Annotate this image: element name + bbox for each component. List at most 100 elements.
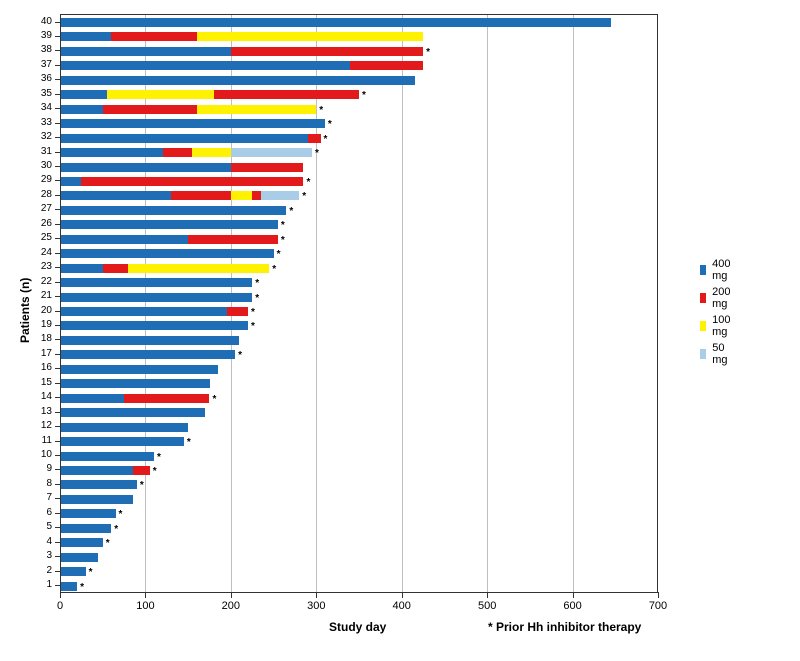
dose-segment: [60, 235, 188, 244]
asterisk-marker: *: [255, 294, 259, 304]
patient-bar: [60, 177, 303, 186]
legend-swatch: [700, 265, 706, 275]
patient-bar: [60, 134, 321, 143]
dose-segment: [60, 32, 111, 41]
y-tick-label: 9: [28, 464, 52, 474]
y-tick-mark: [55, 542, 60, 543]
legend-label: 400 mg: [712, 258, 734, 282]
asterisk-marker: *: [306, 178, 310, 188]
asterisk-marker: *: [272, 265, 276, 275]
asterisk-marker: *: [119, 510, 123, 520]
plot-area: ****************************: [60, 14, 658, 592]
dose-segment: [231, 163, 304, 172]
y-tick-label: 29: [28, 175, 52, 185]
patient-bar: [60, 148, 312, 157]
dose-segment: [60, 264, 103, 273]
dose-segment: [60, 293, 252, 302]
patient-bar: [60, 307, 248, 316]
dose-segment: [111, 32, 196, 41]
legend-swatch: [700, 293, 706, 303]
y-tick-label: 18: [28, 334, 52, 344]
footnote-prior-therapy: * Prior Hh inhibitor therapy: [488, 620, 641, 634]
legend-item: 50 mg: [700, 342, 731, 366]
y-tick-mark: [55, 311, 60, 312]
gridline: [145, 15, 146, 592]
y-tick-label: 2: [28, 566, 52, 576]
dose-segment: [171, 191, 231, 200]
y-tick-mark: [55, 325, 60, 326]
patient-bar: [60, 423, 188, 432]
legend-item: 100 mg: [700, 314, 734, 338]
legend-item: 400 mg: [700, 258, 734, 282]
dose-segment: [60, 134, 308, 143]
asterisk-marker: *: [251, 308, 255, 318]
dose-segment: [60, 278, 252, 287]
dose-segment: [60, 509, 116, 518]
dose-segment: [60, 350, 235, 359]
dose-segment: [60, 321, 248, 330]
y-tick-label: 15: [28, 378, 52, 388]
dose-segment: [231, 148, 312, 157]
dose-segment: [231, 191, 252, 200]
y-tick-mark: [55, 354, 60, 355]
legend-label: 50 mg: [712, 342, 731, 366]
dose-segment: [308, 134, 321, 143]
y-tick-mark: [55, 498, 60, 499]
legend-item: 200 mg: [700, 286, 734, 310]
patient-bar: [60, 524, 111, 533]
patient-bar: [60, 582, 77, 591]
y-tick-label: 4: [28, 537, 52, 547]
y-tick-label: 16: [28, 363, 52, 373]
y-tick-mark: [55, 571, 60, 572]
dose-segment: [252, 191, 261, 200]
y-tick-label: 40: [28, 17, 52, 27]
y-tick-label: 25: [28, 233, 52, 243]
x-tick-label: 100: [125, 600, 165, 612]
patient-bar: [60, 452, 154, 461]
y-tick-mark: [55, 94, 60, 95]
patient-bar: [60, 321, 248, 330]
gridline: [573, 15, 574, 592]
patient-bar: [60, 538, 103, 547]
y-tick-mark: [55, 180, 60, 181]
x-tick-label: 600: [553, 600, 593, 612]
dose-segment: [60, 249, 274, 258]
dose-segment: [60, 379, 210, 388]
patient-bar: [60, 76, 415, 85]
y-tick-mark: [55, 527, 60, 528]
y-tick-mark: [55, 152, 60, 153]
y-tick-mark: [55, 253, 60, 254]
y-tick-mark: [55, 339, 60, 340]
y-tick-label: 5: [28, 522, 52, 532]
x-tick-label: 0: [40, 600, 80, 612]
x-tick-label: 700: [638, 600, 678, 612]
dose-segment: [124, 394, 209, 403]
asterisk-marker: *: [302, 192, 306, 202]
y-tick-label: 13: [28, 407, 52, 417]
asterisk-marker: *: [255, 279, 259, 289]
y-tick-label: 3: [28, 551, 52, 561]
y-tick-label: 22: [28, 277, 52, 287]
y-tick-label: 28: [28, 190, 52, 200]
patient-bar: [60, 567, 86, 576]
y-tick-mark: [55, 455, 60, 456]
dose-segment: [192, 148, 230, 157]
y-tick-label: 24: [28, 248, 52, 258]
y-tick-label: 21: [28, 291, 52, 301]
dose-segment: [60, 495, 133, 504]
y-tick-label: 27: [28, 204, 52, 214]
dose-segment: [60, 336, 239, 345]
dose-segment: [60, 105, 103, 114]
asterisk-marker: *: [157, 453, 161, 463]
patient-bar: [60, 293, 252, 302]
y-tick-mark: [55, 484, 60, 485]
y-tick-mark: [55, 426, 60, 427]
y-tick-mark: [55, 22, 60, 23]
y-tick-label: 30: [28, 161, 52, 171]
y-tick-label: 20: [28, 306, 52, 316]
dose-segment: [60, 538, 103, 547]
y-tick-mark: [55, 79, 60, 80]
y-tick-label: 10: [28, 450, 52, 460]
y-tick-mark: [55, 123, 60, 124]
dose-segment: [60, 452, 154, 461]
